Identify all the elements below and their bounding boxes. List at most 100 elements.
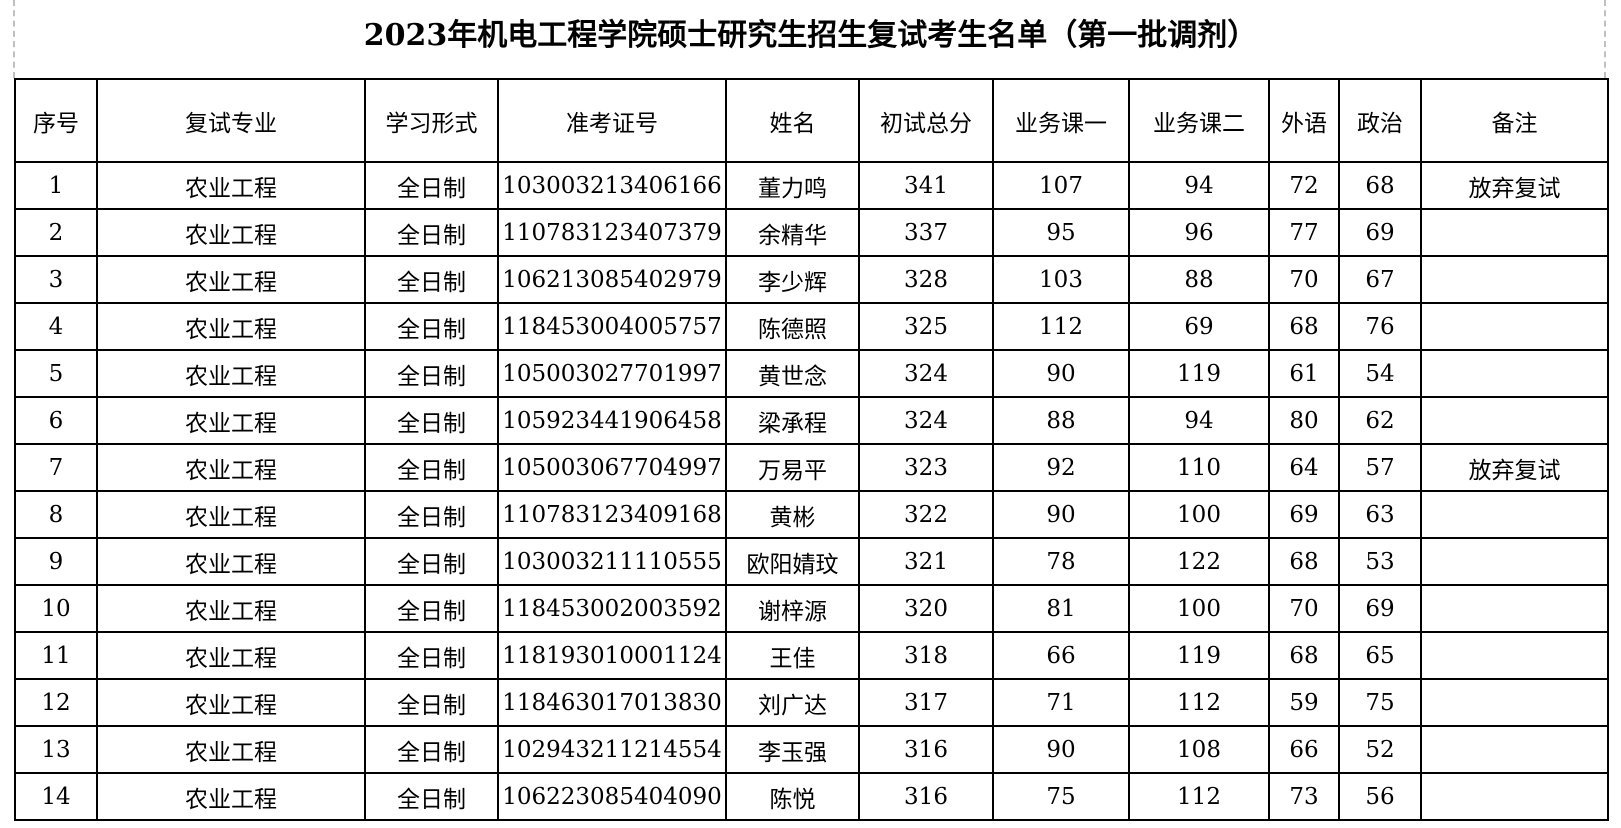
table-cell: 全日制 — [364, 443, 499, 492]
table-cell: 68 — [1268, 631, 1340, 680]
table-row-10: 10 农业工程 全日制 118453002003592 谢梓源 320 81 100 70 69 — [14, 584, 1609, 633]
table-cell: 75 — [992, 772, 1130, 821]
table-cell: 110 — [1128, 443, 1270, 492]
table-cell: 110783123409168 — [497, 490, 727, 539]
table-cell — [1420, 631, 1609, 680]
table-cell: 118193010001124 — [497, 631, 727, 680]
table-cell: 12 — [14, 678, 98, 727]
table-row-1: 1 农业工程 全日制 103003213406166 董力鸣 341 107 94 72 68 放弃… — [14, 161, 1609, 210]
table-cell: 112 — [1128, 678, 1270, 727]
table-cell: 103003213406166 — [497, 161, 727, 210]
table-cell: 放弃复试 — [1420, 443, 1609, 492]
table-cell: 全日制 — [364, 349, 499, 398]
table-row-6: 6 农业工程 全日制 105923441906458 梁承程 324 88 94 80 62 — [14, 396, 1609, 445]
page-title: 2023年机电工程学院硕士研究生招生复试考生名单（第一批调剂） — [363, 18, 1258, 53]
table-cell: 5 — [14, 349, 98, 398]
table-cell: 81 — [992, 584, 1130, 633]
table-cell: 68 — [1268, 302, 1340, 351]
table-cell: 69 — [1338, 584, 1422, 633]
table-cell: 农业工程 — [96, 443, 366, 492]
table-cell: 放弃复试 — [1420, 161, 1609, 210]
table-cell: 刘广达 — [725, 678, 860, 727]
table-cell — [1420, 537, 1609, 586]
table-cell: 全日制 — [364, 208, 499, 257]
table-cell — [1420, 396, 1609, 445]
table-cell: 71 — [992, 678, 1130, 727]
table-cell: 68 — [1268, 537, 1340, 586]
column-header-3: 学习形式 — [364, 78, 499, 163]
table-cell — [1420, 302, 1609, 351]
table-cell: 90 — [992, 349, 1130, 398]
table-cell: 6 — [14, 396, 98, 445]
table-cell: 66 — [992, 631, 1130, 680]
table-row-9: 9 农业工程 全日制 103003211110555 欧阳婧玟 321 78 122 68 53 — [14, 537, 1609, 586]
table-cell: 69 — [1268, 490, 1340, 539]
table-cell: 88 — [1128, 255, 1270, 304]
table-row-13: 13 农业工程 全日制 102943211214554 李玉强 316 90 108 66 52 — [14, 725, 1609, 774]
table-cell: 108 — [1128, 725, 1270, 774]
table-cell: 万易平 — [725, 443, 860, 492]
table-cell: 328 — [858, 255, 994, 304]
table-cell: 80 — [1268, 396, 1340, 445]
table-cell: 全日制 — [364, 396, 499, 445]
table-cell: 全日制 — [364, 772, 499, 821]
table-cell: 全日制 — [364, 537, 499, 586]
table-cell: 67 — [1338, 255, 1422, 304]
table-cell: 106213085402979 — [497, 255, 727, 304]
table-cell: 黄彬 — [725, 490, 860, 539]
column-header-6: 初试总分 — [858, 78, 994, 163]
table-row-14: 14 农业工程 全日制 106223085404090 陈悦 316 75 112 73 56 — [14, 772, 1609, 821]
table-cell: 118453004005757 — [497, 302, 727, 351]
table-row-5: 5 农业工程 全日制 105003027701997 黄世念 324 90 119 61 54 — [14, 349, 1609, 398]
table-cell: 118463017013830 — [497, 678, 727, 727]
table-cell: 119 — [1128, 631, 1270, 680]
table-cell: 农业工程 — [96, 396, 366, 445]
table-cell: 88 — [992, 396, 1130, 445]
table-cell: 全日制 — [364, 302, 499, 351]
table-cell: 94 — [1128, 396, 1270, 445]
table-cell: 61 — [1268, 349, 1340, 398]
table-cell: 92 — [992, 443, 1130, 492]
table-cell: 11 — [14, 631, 98, 680]
table-cell: 119 — [1128, 349, 1270, 398]
table-row-7: 7 农业工程 全日制 105003067704997 万易平 323 92 110 64 57 放弃… — [14, 443, 1609, 492]
table-cell: 103003211110555 — [497, 537, 727, 586]
table-cell — [1420, 725, 1609, 774]
table-cell: 余精华 — [725, 208, 860, 257]
header-row: 序号 复试专业 学习形式 准考证号 姓名 初试总分 业务课一 业务课二 外语 政治 备注 — [14, 78, 1609, 163]
table-cell: 4 — [14, 302, 98, 351]
table-cell: 欧阳婧玟 — [725, 537, 860, 586]
table-cell: 农业工程 — [96, 725, 366, 774]
table-row-2: 2 农业工程 全日制 110783123407379 余精华 337 95 96 77 69 — [14, 208, 1609, 257]
page-break-dashed-line-right — [1604, 0, 1606, 78]
table-cell: 陈悦 — [725, 772, 860, 821]
table-cell: 1 — [14, 161, 98, 210]
table-cell — [1420, 490, 1609, 539]
table-cell: 72 — [1268, 161, 1340, 210]
table-cell: 337 — [858, 208, 994, 257]
table-cell: 320 — [858, 584, 994, 633]
table-cell: 李玉强 — [725, 725, 860, 774]
table-cell: 8 — [14, 490, 98, 539]
table-row-3: 3 农业工程 全日制 106213085402979 李少辉 328 103 88 70 67 — [14, 255, 1609, 304]
table-cell: 全日制 — [364, 725, 499, 774]
table-cell: 谢梓源 — [725, 584, 860, 633]
table-row-8: 8 农业工程 全日制 110783123409168 黄彬 322 90 100 69 63 — [14, 490, 1609, 539]
table-row-12: 12 农业工程 全日制 118463017013830 刘广达 317 71 112 59 75 — [14, 678, 1609, 727]
table-cell: 76 — [1338, 302, 1422, 351]
column-header-2: 复试专业 — [96, 78, 366, 163]
table-cell: 农业工程 — [96, 255, 366, 304]
table-cell: 341 — [858, 161, 994, 210]
table-cell — [1420, 772, 1609, 821]
table-cell: 69 — [1338, 208, 1422, 257]
table-cell: 57 — [1338, 443, 1422, 492]
table-cell: 66 — [1268, 725, 1340, 774]
table-cell: 322 — [858, 490, 994, 539]
table-cell — [1420, 349, 1609, 398]
table-body: 1 农业工程 全日制 103003213406166 董力鸣 341 107 94 72 68 放弃… — [14, 161, 1609, 821]
table-cell: 110783123407379 — [497, 208, 727, 257]
table-cell: 董力鸣 — [725, 161, 860, 210]
table-cell: 122 — [1128, 537, 1270, 586]
column-header-4: 准考证号 — [497, 78, 727, 163]
page-break-dashed-line-left — [13, 0, 15, 78]
